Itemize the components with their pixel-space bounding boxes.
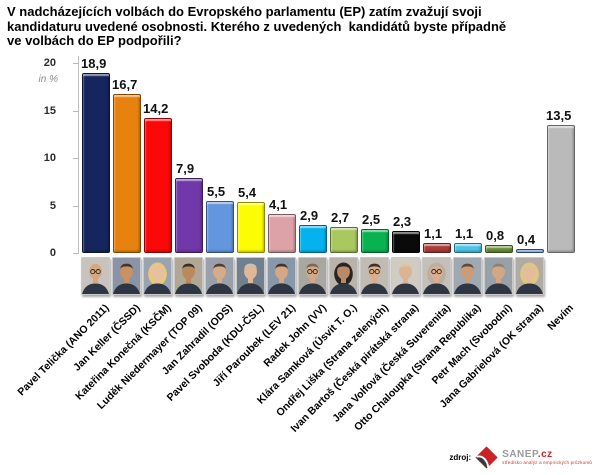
y-tick-mark-15 bbox=[73, 110, 78, 112]
sanep-brand-text: SANEP.cz bbox=[502, 448, 553, 460]
chart-title-line-1: V nadcházejících volbách do Evropského p… bbox=[7, 4, 482, 19]
candidate-photo-9 bbox=[329, 257, 358, 295]
bar-4 bbox=[175, 178, 203, 253]
bar-14 bbox=[485, 245, 513, 253]
bar-value-label-9: 2,7 bbox=[331, 210, 350, 225]
candidate-photo-4 bbox=[174, 257, 203, 295]
bar-value-label-16: 13,5 bbox=[546, 108, 572, 123]
y-tick-mark-0 bbox=[73, 253, 78, 254]
bar-value-label-7: 4,1 bbox=[269, 197, 288, 212]
bar-7 bbox=[268, 214, 296, 253]
sanep-tagline: středisko analýz a empirických průzkumů bbox=[502, 460, 592, 465]
candidate-photo-8 bbox=[298, 257, 327, 295]
bar-value-label-10: 2,5 bbox=[362, 212, 381, 227]
y-tick-label-0: 0 bbox=[49, 247, 56, 259]
y-tick-label-5: 5 bbox=[49, 199, 56, 212]
candidate-photo-3 bbox=[143, 257, 172, 295]
candidate-photo-10 bbox=[360, 257, 389, 295]
bar-value-label-11: 2,3 bbox=[393, 214, 412, 229]
source-label: zdroj: bbox=[449, 453, 472, 462]
bar-2 bbox=[113, 94, 141, 253]
candidate-photo-12 bbox=[422, 257, 451, 295]
bar-16 bbox=[547, 125, 575, 253]
source-attribution: zdroj: SANEP.cz středisko analýz a empir… bbox=[449, 446, 592, 469]
bar-value-label-12: 1,1 bbox=[424, 226, 443, 241]
candidate-photo-11 bbox=[391, 257, 420, 295]
y-tick-mark-10 bbox=[73, 158, 78, 159]
chart-title: V nadcházejících volbách do Evropského p… bbox=[7, 4, 597, 49]
y-tick-label-10: 10 bbox=[43, 152, 56, 164]
sanep-logo-icon bbox=[475, 446, 498, 469]
bar-10 bbox=[361, 229, 389, 253]
bar-value-label-2: 16,7 bbox=[112, 77, 138, 92]
bar-9 bbox=[330, 227, 358, 253]
bar-value-label-15: 0,4 bbox=[517, 232, 536, 247]
bar-1 bbox=[82, 73, 110, 253]
bar-6 bbox=[237, 202, 265, 253]
candidate-photo-1 bbox=[81, 257, 110, 295]
y-tick-mark-20 bbox=[73, 63, 78, 64]
y-tick-label-20: 20 bbox=[43, 57, 56, 69]
candidate-photo-13 bbox=[453, 257, 482, 295]
bar-value-label-3: 14,2 bbox=[143, 101, 169, 116]
y-tick-label-15: 15 bbox=[43, 104, 56, 117]
y-axis-line bbox=[78, 56, 79, 254]
bar-8 bbox=[299, 225, 327, 253]
bar-value-label-5: 5,5 bbox=[207, 184, 226, 199]
bar-12 bbox=[423, 243, 451, 253]
bar-value-label-13: 1,1 bbox=[455, 226, 474, 241]
bar-13 bbox=[454, 243, 482, 253]
y-tick-mark-5 bbox=[73, 205, 78, 207]
bar-value-label-8: 2,9 bbox=[300, 208, 319, 223]
bar-5 bbox=[206, 201, 234, 253]
candidate-photo-14 bbox=[484, 257, 513, 295]
candidate-photo-6 bbox=[236, 257, 265, 295]
category-label-16: Nevím bbox=[545, 302, 577, 333]
candidate-photo-5 bbox=[205, 257, 234, 295]
bar-value-label-4: 7,9 bbox=[176, 161, 195, 176]
bar-value-label-6: 5,4 bbox=[238, 185, 257, 200]
candidate-photo-7 bbox=[267, 257, 296, 295]
candidate-photo-2 bbox=[112, 257, 141, 295]
bar-value-label-14: 0,8 bbox=[486, 228, 505, 243]
bar-15 bbox=[516, 249, 544, 253]
bar-11 bbox=[392, 231, 420, 253]
y-axis-unit-label: in % bbox=[38, 74, 58, 85]
candidate-photo-15 bbox=[515, 257, 544, 295]
chart-title-line-3: ve volbách do EP podpořili? bbox=[7, 33, 182, 48]
bar-value-label-1: 18,9 bbox=[81, 56, 107, 71]
bar-3 bbox=[144, 118, 172, 253]
chart-title-line-2: kandidaturu uvedené osobnosti. Kterého z… bbox=[7, 18, 507, 34]
